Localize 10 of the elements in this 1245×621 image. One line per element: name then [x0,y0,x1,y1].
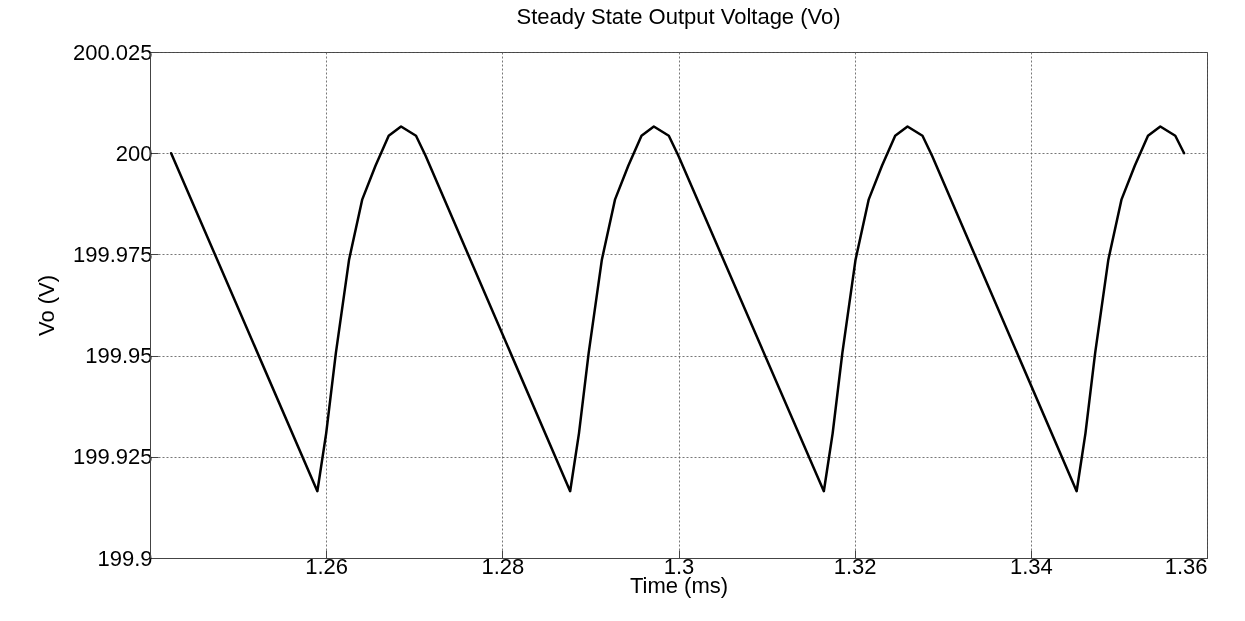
y-tick-label: 200.025 [72,39,153,65]
x-tick-label: 1.28 [481,553,525,579]
y-axis-title: Vo (V) [33,274,59,337]
chart-title: Steady State Output Voltage (Vo) [516,4,841,29]
line-series [169,125,1186,493]
x-tick-label: 1.36 [1164,553,1208,579]
x-tick-label: 1.26 [305,553,349,579]
x-tick-label: 1.32 [833,553,877,579]
y-tick-label: 199.9 [97,545,153,571]
x-tick-label: 1.34 [1009,553,1053,579]
